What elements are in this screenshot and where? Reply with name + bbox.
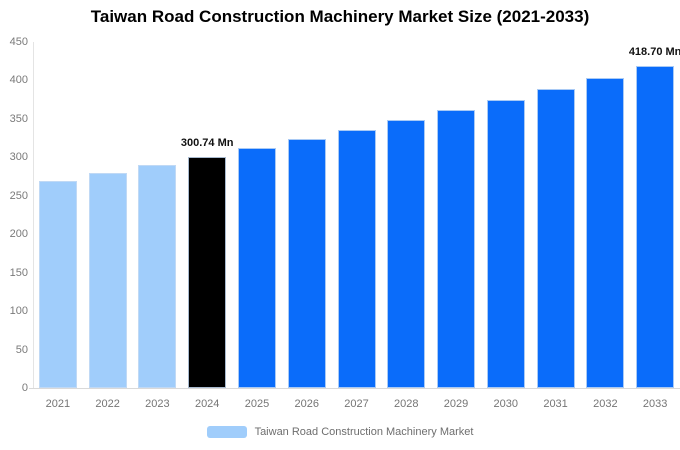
bar-2031: [536, 88, 575, 388]
y-axis-tick-label: 400: [9, 74, 28, 87]
x-axis-label-2026: 2026: [294, 398, 319, 410]
y-axis-tick-label: 200: [9, 228, 28, 241]
x-axis-label-2023: 2023: [145, 398, 170, 410]
x-axis-label-2027: 2027: [344, 398, 369, 410]
x-axis-label-2030: 2030: [493, 398, 519, 410]
bar-2028: [387, 120, 426, 388]
x-axis-label-2024: 2024: [194, 398, 220, 410]
chart-title: Taiwan Road Construction Machinery Marke…: [90, 7, 590, 26]
bar-2033: [636, 66, 675, 388]
bar-2024: [188, 156, 227, 388]
bar-2022: [88, 173, 127, 388]
bar-2027: [337, 129, 376, 388]
bar-2030: [486, 99, 525, 388]
bar-value-label-2033: 418.70 Mn: [628, 46, 680, 59]
bar-value-label-2024: 300.74 Mn: [180, 136, 234, 149]
x-axis-label-2028: 2028: [394, 398, 419, 410]
bar-2026: [287, 139, 326, 388]
bar-2029: [437, 110, 476, 388]
legend-label: Taiwan Road Construction Machinery Marke…: [254, 426, 474, 438]
bar-2023: [138, 165, 177, 388]
x-axis-label-2032: 2032: [593, 398, 618, 410]
x-axis-label-2033: 2033: [642, 398, 668, 410]
bar-2032: [586, 77, 625, 388]
y-axis-line: [33, 42, 34, 388]
y-axis-tick-label: 150: [9, 266, 28, 279]
bar-2021: [38, 180, 77, 388]
x-axis-label-2025: 2025: [244, 398, 270, 410]
y-axis-tick-label: 50: [15, 343, 28, 356]
y-axis-tick-label: 450: [9, 36, 28, 48]
legend-swatch: [206, 426, 247, 438]
y-axis-tick-label: 300: [9, 151, 28, 164]
y-axis-tick-label: 250: [9, 189, 28, 202]
y-axis-tick-label: 350: [9, 112, 28, 125]
bar-2025: [237, 148, 276, 388]
y-axis-tick-label: 0: [21, 382, 28, 394]
x-axis-line: [29, 388, 680, 389]
x-axis-label-2029: 2029: [443, 398, 469, 410]
x-axis-label-2021: 2021: [45, 398, 71, 410]
legend: Taiwan Road Construction Machinery Marke…: [0, 426, 680, 438]
x-axis-label-2031: 2031: [543, 398, 568, 410]
y-axis-tick-label: 100: [9, 305, 28, 318]
x-axis-label-2022: 2022: [95, 398, 120, 410]
